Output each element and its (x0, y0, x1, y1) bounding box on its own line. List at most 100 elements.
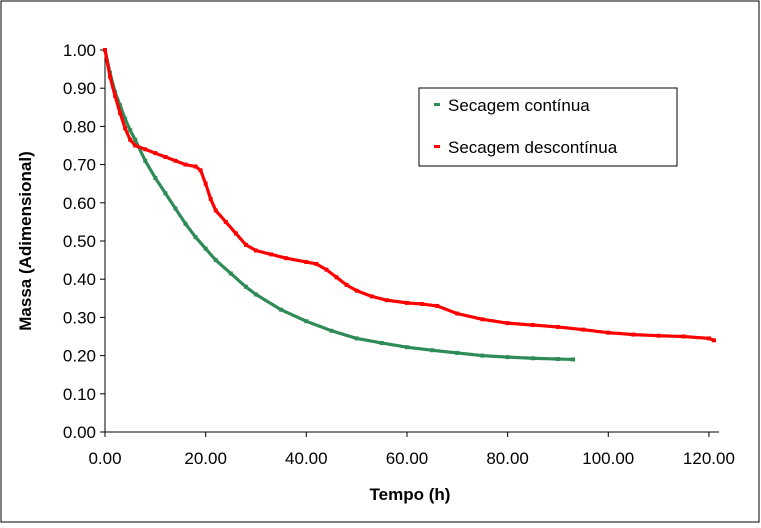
data-point (329, 328, 334, 333)
data-point (213, 208, 218, 213)
data-point (404, 300, 409, 305)
data-point (183, 162, 188, 167)
data-point (435, 303, 440, 308)
data-point (706, 336, 711, 341)
legend-label-continua: Secagem contínua (448, 96, 590, 115)
data-point (455, 311, 460, 316)
data-point (404, 345, 409, 350)
y-axis-title: Massa (Adimensional) (16, 151, 35, 331)
data-point (228, 271, 233, 276)
data-point (163, 191, 168, 196)
data-point (128, 128, 133, 133)
legend-swatch-descontinua (434, 145, 440, 148)
data-point (123, 116, 128, 121)
data-point (103, 48, 107, 52)
y-tick-label: 0.40 (63, 270, 96, 289)
data-point (354, 336, 359, 341)
y-tick-label: 0.80 (63, 117, 96, 136)
x-tick-label: 20.00 (184, 449, 227, 468)
y-tick-label: 0.60 (63, 194, 96, 213)
data-point (198, 168, 203, 173)
y-tick-label: 0.20 (63, 347, 96, 366)
data-point (173, 206, 178, 211)
data-point (143, 147, 148, 152)
data-point (505, 355, 510, 360)
data-point (128, 137, 133, 142)
data-point (203, 246, 208, 251)
data-point (480, 317, 485, 322)
data-point (233, 231, 238, 236)
y-tick-label: 0.00 (63, 423, 96, 442)
legend-swatch-continua (434, 103, 440, 106)
y-tick-label: 0.90 (63, 79, 96, 98)
data-point (143, 158, 148, 163)
data-point (123, 126, 128, 131)
data-point (213, 258, 218, 263)
data-point (284, 256, 289, 261)
data-point (711, 338, 716, 343)
data-point (203, 181, 208, 186)
data-point (163, 154, 168, 159)
data-point (223, 219, 228, 224)
data-point (354, 288, 359, 293)
data-point (455, 350, 460, 355)
x-tick-label: 100.00 (582, 449, 634, 468)
data-point (304, 260, 309, 265)
axes: 0.00 0.10 0.20 0.30 0.40 0.50 0.60 0.70 0.80 0.90… (63, 41, 735, 468)
data-point (681, 334, 686, 339)
data-point (253, 292, 258, 297)
data-point (420, 302, 425, 307)
x-axis-title: Tempo (h) (370, 485, 451, 504)
data-point (133, 143, 138, 148)
data-point (324, 267, 329, 272)
y-tick-label: 0.30 (63, 308, 96, 327)
legend-box (418, 87, 678, 167)
data-point (118, 103, 123, 108)
data-point (334, 275, 339, 280)
series-line (103, 49, 715, 342)
series-line (103, 49, 573, 361)
data-point (530, 356, 535, 361)
legend-label-descontinua: Secagem descontínua (448, 138, 618, 157)
data-point (480, 353, 485, 358)
data-point (208, 196, 213, 201)
data-point (379, 340, 384, 345)
data-point (193, 235, 198, 240)
data-point (606, 330, 611, 335)
x-tick-label: 60.00 (386, 449, 429, 468)
data-point (153, 175, 158, 180)
data-point (369, 294, 374, 299)
data-point (555, 324, 560, 329)
data-point (631, 332, 636, 337)
data-point (530, 323, 535, 328)
y-tick-label: 1.00 (63, 41, 96, 60)
data-point (113, 93, 118, 98)
data-point (279, 307, 284, 312)
data-point (118, 111, 123, 116)
data-point (183, 221, 188, 226)
data-point (555, 357, 560, 362)
data-point (656, 333, 661, 338)
data-point (153, 151, 158, 156)
data-point (243, 284, 248, 289)
data-point (304, 319, 309, 324)
data-point (173, 158, 178, 163)
data-point (344, 282, 349, 287)
x-tick-label: 0.00 (88, 449, 121, 468)
y-tick-label: 0.10 (63, 385, 96, 404)
data-point (133, 137, 138, 142)
series-continua (103, 48, 576, 362)
data-point (108, 74, 113, 79)
data-point (430, 348, 435, 353)
data-point (253, 248, 258, 253)
data-point (243, 242, 248, 247)
data-point (314, 261, 319, 266)
data-point (505, 321, 510, 326)
series-descontinua (103, 48, 716, 343)
data-point (384, 298, 389, 303)
data-point (581, 327, 586, 332)
series-layer (103, 48, 716, 362)
